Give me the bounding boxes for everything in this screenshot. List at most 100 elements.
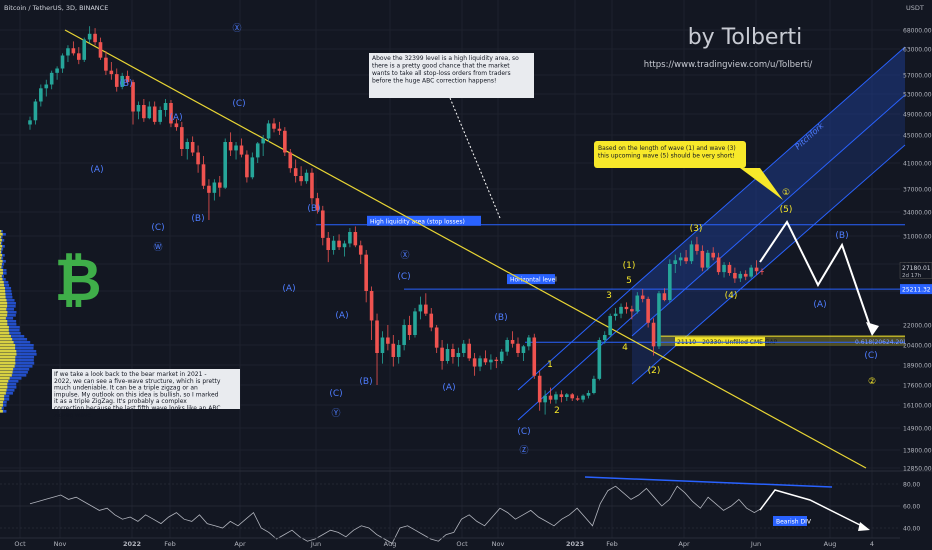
volume-bar-up	[0, 332, 9, 335]
candle-body	[272, 123, 276, 128]
candle-body	[706, 253, 710, 268]
price-tick: 18900.00	[903, 363, 932, 370]
price-tick: 16100.00	[903, 403, 932, 410]
candle-body	[61, 56, 65, 69]
candle-body	[668, 264, 672, 300]
rsi-tick: 40.00	[903, 526, 920, 533]
candle-body	[104, 58, 108, 71]
candle-body	[641, 296, 645, 299]
time-tick: Apr	[678, 540, 690, 548]
candle-body	[305, 173, 309, 181]
price-tick: 17600.00	[903, 383, 932, 390]
candle-body	[739, 274, 743, 279]
candle-body	[516, 344, 520, 353]
volume-bar-up	[0, 266, 1, 269]
volume-bar-up	[0, 254, 2, 257]
price-tick: 45000.00	[903, 133, 932, 140]
volume-bar-up	[0, 287, 5, 290]
bearish-div-label: Bearish DIV	[776, 519, 812, 526]
candle-body	[587, 393, 591, 396]
candle-body	[364, 255, 368, 291]
rsi-tick: 80.00	[903, 482, 920, 489]
volume-bar-up	[0, 362, 15, 365]
candle-body	[337, 241, 341, 248]
candle-body	[608, 316, 612, 335]
wave-label-blue: (A)	[813, 300, 826, 310]
candle-body	[424, 305, 428, 314]
volume-bar-up	[0, 308, 6, 311]
current-price-label: 27180.01	[902, 265, 931, 272]
price-tick: 63000.00	[903, 47, 932, 54]
author-watermark: by Tolberti	[688, 25, 803, 50]
rsi-tick: 60.00	[903, 504, 920, 511]
candle-body	[137, 105, 141, 112]
high-liquidity-label: High liquidity area (stop losses)	[370, 218, 465, 225]
volume-bar-up	[0, 314, 7, 317]
candle-body	[500, 352, 504, 361]
wave-label-blue: (A)	[282, 284, 295, 294]
horizontal-level-price: 25211.32	[902, 287, 931, 294]
candle-body	[207, 186, 211, 193]
price-tick: 53000.00	[903, 92, 932, 99]
volume-bar-up	[0, 248, 1, 251]
candle-body	[484, 358, 488, 362]
candle-body	[348, 232, 352, 243]
candle-body	[34, 102, 38, 121]
svg-text:₿: ₿	[54, 246, 101, 314]
volume-bar-up	[0, 317, 6, 320]
volume-bar-up	[0, 269, 3, 272]
candle-body	[256, 143, 260, 157]
candle-body	[397, 345, 401, 357]
candle-body	[332, 241, 336, 250]
candle-body	[370, 291, 374, 320]
volume-bar-up	[0, 326, 9, 329]
wave-label-blue: (A)	[169, 113, 182, 123]
current-price-countdown: 2d 17h	[902, 273, 922, 279]
time-tick: 4	[870, 540, 874, 548]
svg-text:If we take a look back to the: If we take a look back to the bear marke…	[54, 371, 221, 419]
price-tick: 68000.00	[903, 28, 932, 35]
candle-body	[570, 394, 574, 398]
time-tick: Aug	[824, 540, 837, 548]
candle-body	[245, 155, 249, 178]
price-axis: USDT 68000.0063000.0057000.0053000.00490…	[900, 4, 932, 473]
time-tick: Oct	[14, 540, 26, 548]
candle-body	[234, 146, 238, 151]
candle-body	[495, 360, 499, 361]
wave-label-yellow: (4)	[725, 291, 738, 301]
wave-label-yellow: 4	[622, 343, 628, 353]
time-tick: 2023	[566, 540, 584, 548]
candle-body	[435, 328, 439, 348]
wave-label-blue: (C)	[397, 272, 410, 282]
candle-body	[543, 396, 547, 403]
wave-label-yellow: ②	[868, 377, 876, 387]
candle-body	[744, 274, 748, 277]
candle-body	[223, 142, 227, 188]
candle-body	[142, 105, 146, 118]
wave-label-blue: (C)	[232, 99, 245, 109]
candle-body	[375, 320, 379, 353]
candle-body	[505, 340, 509, 352]
candle-body	[413, 311, 417, 335]
candle-body	[625, 307, 629, 309]
candle-body	[251, 157, 255, 177]
candle-body	[93, 34, 97, 42]
time-tick: Feb	[606, 540, 618, 548]
volume-bar-up	[0, 383, 7, 386]
candle-body	[202, 164, 206, 185]
candle-body	[722, 265, 726, 272]
candle-body	[77, 53, 81, 60]
price-tick: 22000.00	[903, 323, 932, 330]
candle-body	[679, 257, 683, 260]
candle-body	[39, 88, 43, 101]
volume-bar-up	[0, 347, 15, 350]
wave-label-blue: Ⓨ	[331, 408, 340, 419]
author-url: https://www.tradingview.com/u/Tolberti/	[644, 60, 813, 70]
volume-bar-up	[0, 281, 4, 284]
wave-label-yellow: 1	[547, 360, 553, 370]
volume-bar-up	[0, 239, 2, 242]
candle-body	[321, 210, 325, 237]
candle-body	[473, 358, 477, 366]
fib-0618-label: 0.618(20624.20)	[855, 339, 906, 346]
